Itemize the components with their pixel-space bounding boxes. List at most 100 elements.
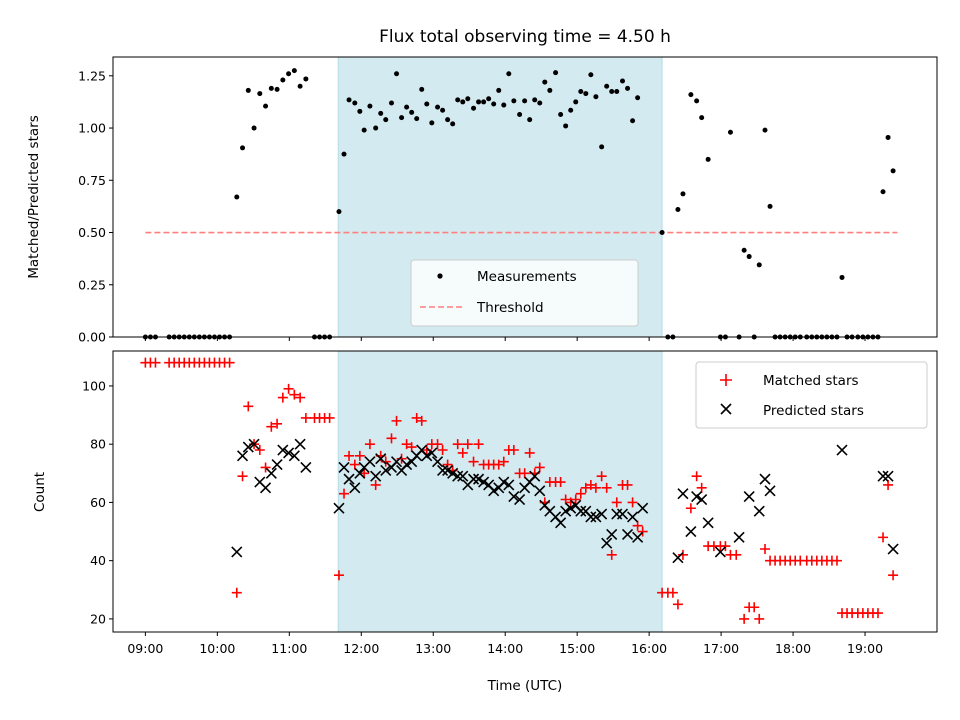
measurement-point [553, 70, 559, 76]
measurement-point [280, 77, 286, 83]
predicted-star-point [260, 482, 272, 494]
matched-star-point [878, 532, 889, 543]
measurement-point [625, 85, 631, 91]
predicted-star-point [375, 453, 387, 465]
measurement-point [542, 79, 548, 85]
measurement-point [527, 117, 533, 123]
measurement-point [675, 207, 681, 213]
measurement-point [303, 76, 309, 82]
matched-star-point [452, 439, 463, 450]
predicted-star-point [877, 470, 889, 482]
legend-predicted-marker [720, 403, 732, 415]
legend-measurements-label: Measurements [477, 269, 577, 285]
matched-star-point [590, 482, 601, 493]
predicted-star-point [764, 485, 776, 497]
matched-star-point [883, 479, 894, 490]
measurement-point [506, 71, 512, 77]
matched-star-point [462, 439, 473, 450]
matched-star-point [339, 488, 350, 499]
matched-star-point [344, 450, 355, 461]
predicted-star-point [503, 479, 515, 491]
measurement-point [263, 103, 269, 109]
matched-star-point [534, 462, 545, 473]
measurement-point [268, 85, 274, 91]
predicted-star-point [714, 546, 726, 558]
matched-star-point [324, 412, 335, 423]
y-tick-label: 60 [90, 495, 106, 510]
matched-star-point [349, 459, 360, 470]
y-tick-label: 80 [90, 437, 106, 452]
measurement-point [286, 71, 292, 77]
predicted-star-point [442, 464, 454, 476]
x-tick-label: 19:00 [847, 641, 883, 656]
measurement-point [699, 115, 705, 121]
measurement-point [336, 209, 342, 215]
predicted-star-point [473, 473, 485, 485]
measurement-point [297, 83, 303, 89]
matched-star-point [672, 599, 683, 610]
predicted-star-point [575, 505, 587, 517]
predicted-star-point [534, 485, 546, 497]
predicted-star-point [637, 502, 649, 514]
matched-star-point [243, 401, 254, 412]
measurement-point [694, 98, 700, 104]
matched-star-point [622, 479, 633, 490]
measurement-point [659, 230, 665, 236]
measurement-point [491, 101, 497, 107]
predicted-star-point [401, 458, 413, 471]
matched-star-point [749, 602, 760, 613]
matched-star-point [272, 418, 283, 429]
measurement-point [727, 129, 733, 135]
matched-star-point [498, 456, 509, 467]
predicted-star-point [354, 467, 366, 479]
predicted-star-point [467, 473, 480, 485]
measurement-point [680, 191, 686, 197]
predicted-star-point [421, 450, 433, 462]
y-tick-label: 0.75 [78, 173, 106, 188]
matched-star-point [685, 503, 696, 514]
measurement-point [352, 100, 358, 106]
measurement-point [688, 92, 694, 98]
measurement-point [357, 108, 363, 114]
measurement-point [588, 72, 594, 78]
legend-matched-marker [720, 374, 732, 386]
measurement-point [568, 107, 574, 113]
matched-star-point [739, 613, 750, 624]
measurement-point [614, 88, 620, 94]
measurement-point [450, 121, 456, 127]
matched-star-point [731, 549, 742, 560]
y-tick-label: 40 [90, 553, 106, 568]
matched-star-point [437, 445, 448, 456]
x-tick-label: 10:00 [199, 641, 235, 656]
predicted-star-point [560, 505, 572, 517]
predicted-star-point [759, 473, 771, 485]
measurement-point [885, 134, 891, 140]
matched-star-point [231, 587, 242, 598]
matched-star-point [364, 439, 375, 450]
matched-star-point [696, 482, 707, 493]
predicted-star-point [743, 491, 755, 503]
measurement-point [620, 78, 626, 84]
measurement-point [251, 125, 257, 131]
matched-star-point [411, 412, 422, 423]
predicted-star-point [447, 467, 459, 479]
measurement-point [705, 156, 711, 162]
matched-star-point [386, 433, 397, 444]
y-tick-label: 1.00 [78, 121, 106, 136]
measurement-point [547, 87, 553, 93]
predicted-star-point [882, 470, 894, 482]
predicted-star-point [529, 470, 541, 482]
measurement-point [532, 97, 538, 103]
predicted-star-point [343, 473, 355, 485]
x-tick-label: 11:00 [271, 641, 307, 656]
measurement-point [341, 151, 347, 157]
matched-star-point [519, 468, 530, 479]
chart-title: Flux total observing time = 4.50 h [379, 27, 671, 47]
measurement-point [414, 116, 420, 122]
predicted-star-point [452, 470, 464, 482]
predicted-star-point [364, 456, 376, 468]
measurement-point [389, 100, 395, 106]
top-panel-ratio: 0.00 0.25 0.50 0.75 1.00 1.25 Matched/Predict… [26, 56, 938, 345]
matched-star-point [508, 445, 519, 456]
